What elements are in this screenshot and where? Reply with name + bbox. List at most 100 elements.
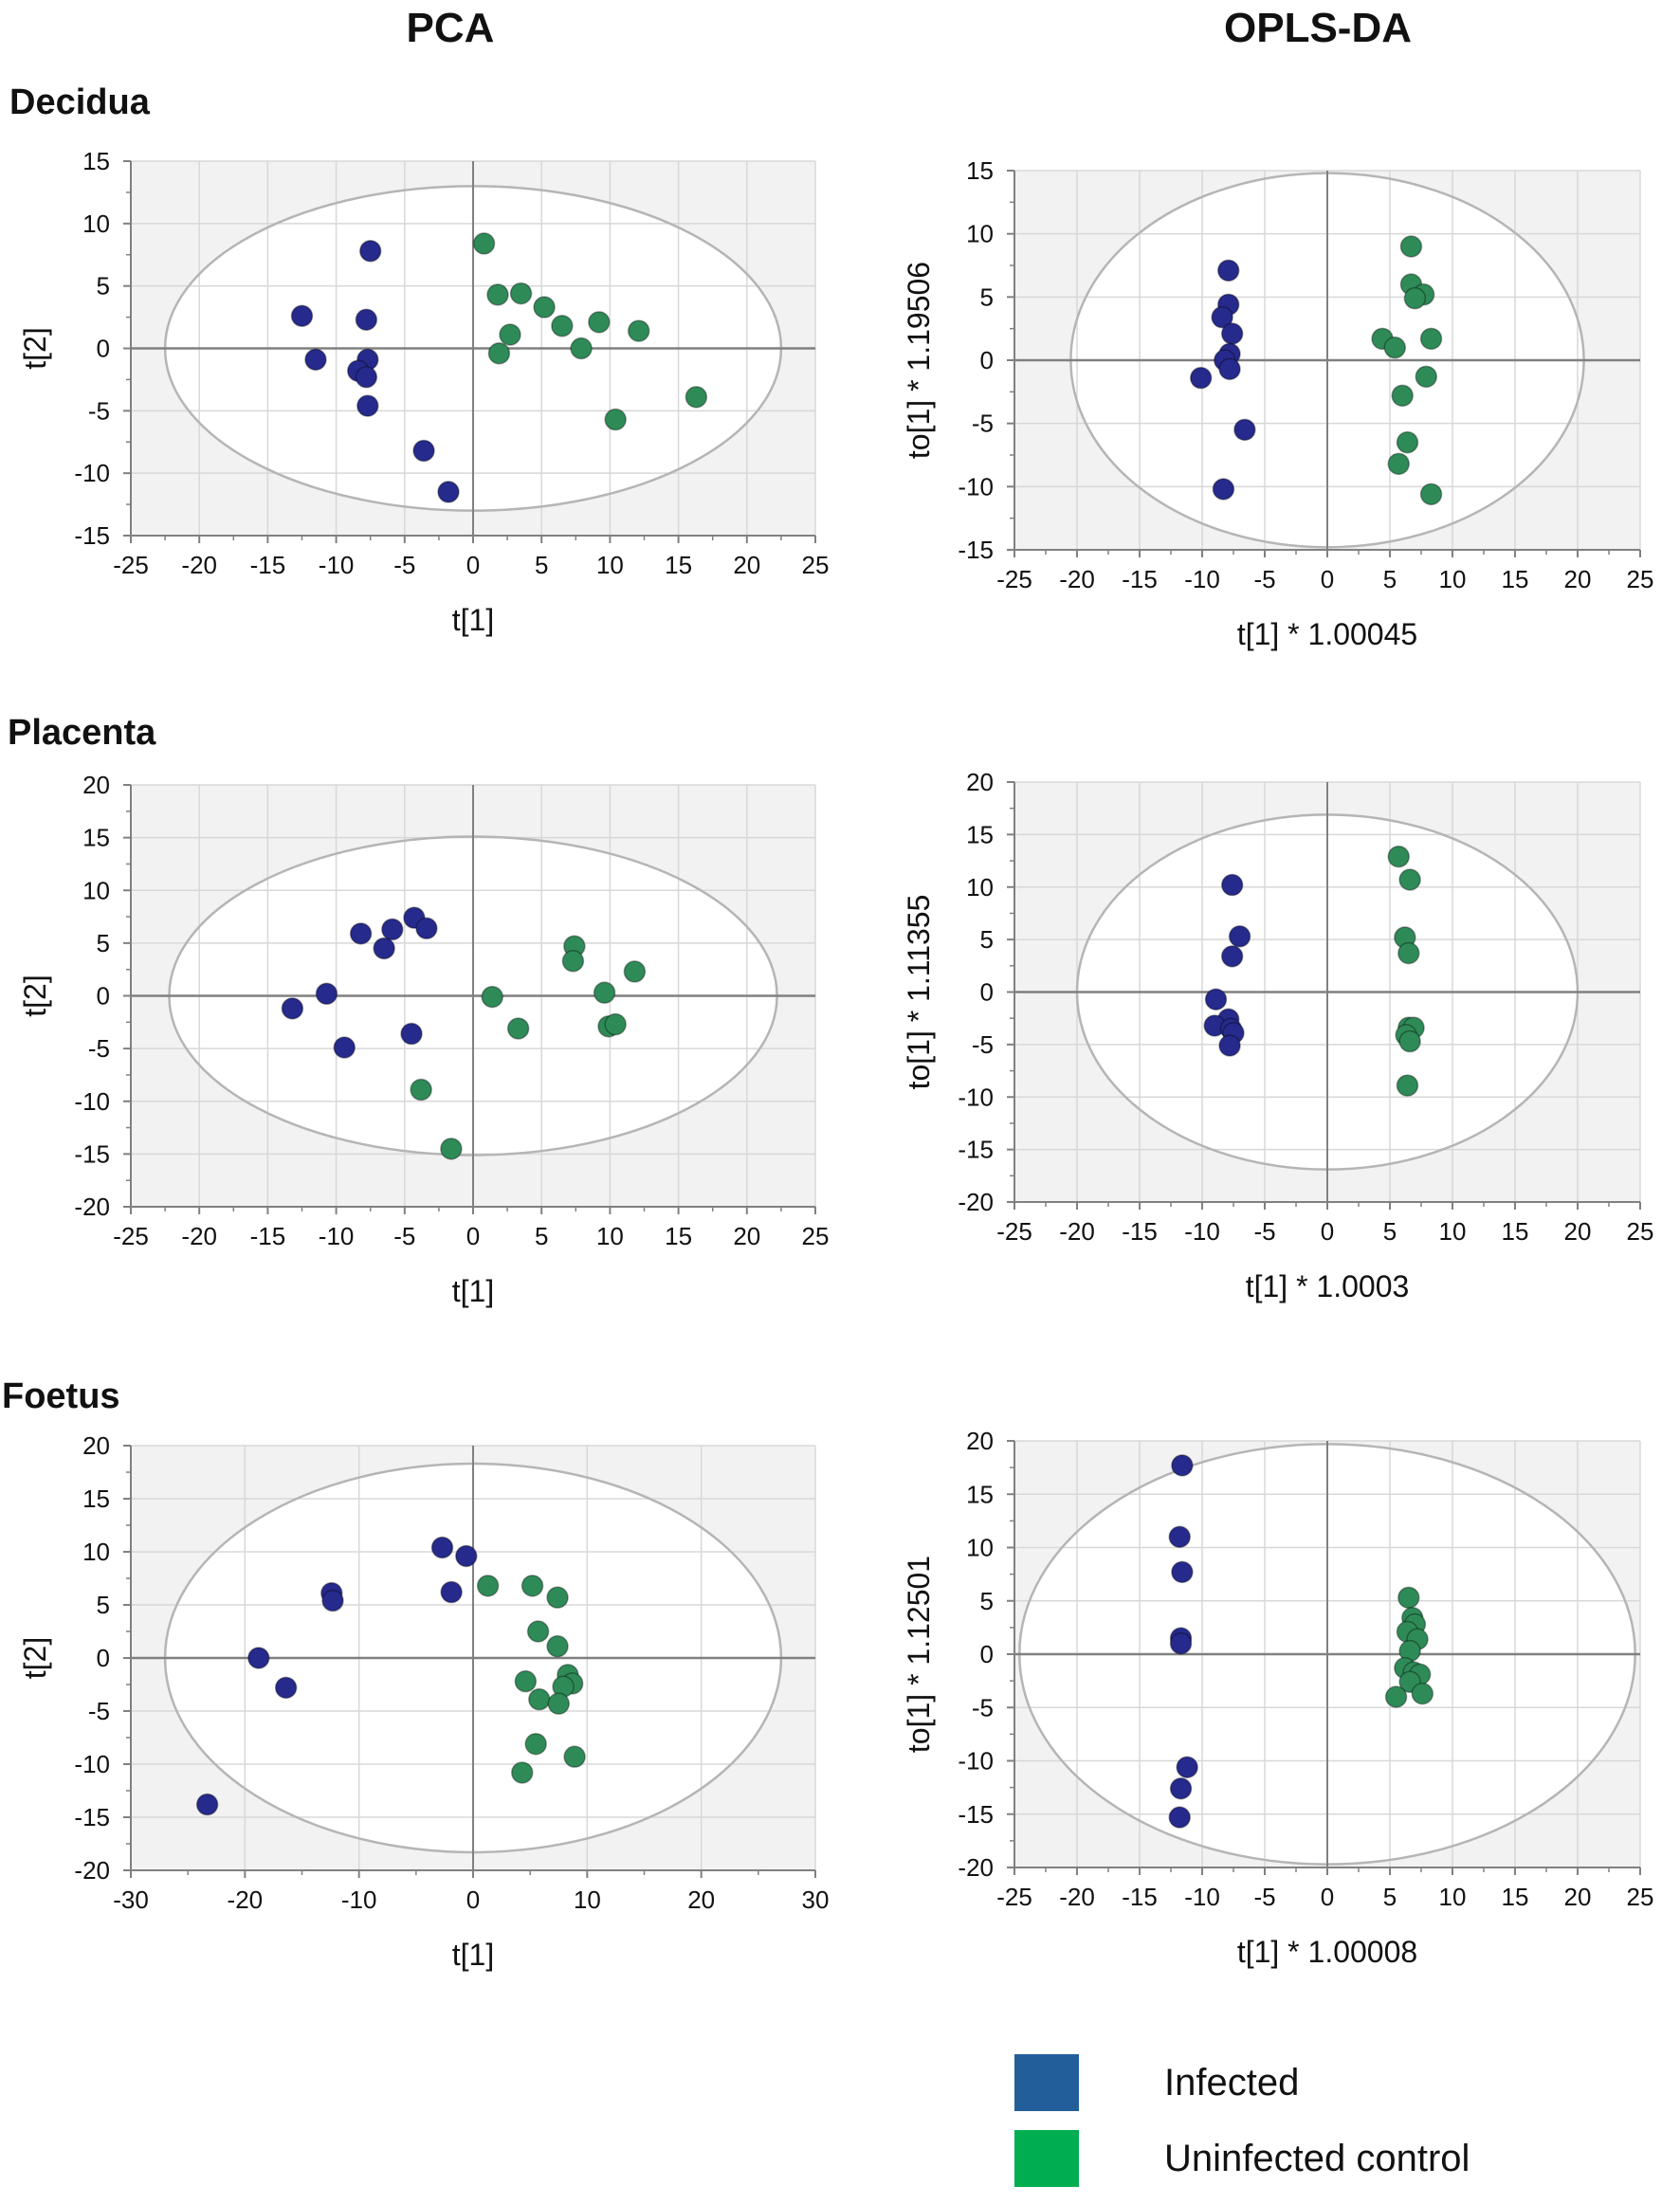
placenta-opls-x-tick-label: -5 — [1253, 1217, 1275, 1246]
foetus-opls-point-infected — [1169, 1777, 1193, 1800]
decidua-pca-x-tick-label: 0 — [466, 551, 480, 579]
placenta-pca-x-tick-label: 0 — [466, 1222, 480, 1250]
foetus-opls-x-tick-label: 15 — [1502, 1883, 1529, 1911]
decidua-opls-point-uninfected — [1391, 384, 1414, 408]
legend: Infected Uninfected control — [1014, 2052, 1470, 2204]
foetus-pca-y-tick-label: 20 — [82, 1431, 110, 1460]
decidua-pca-point-infected — [290, 304, 314, 328]
placenta-pca-point-infected — [373, 937, 395, 960]
placenta-opls-y-tick-label: 10 — [966, 873, 994, 902]
placenta-opls-y-tick-label: 5 — [980, 925, 994, 954]
row-title-placenta: Placenta — [8, 713, 156, 753]
decidua-pca-point-infected — [355, 366, 378, 389]
decidua-pca-point-uninfected — [499, 323, 521, 346]
foetus-opls-y-tick-label: 10 — [966, 1534, 994, 1562]
decidua-pca-point-uninfected — [487, 342, 511, 365]
decidua-pca-point-uninfected — [604, 408, 627, 431]
placenta-opls-x-tick-label: -25 — [996, 1217, 1032, 1246]
placenta-opls-x-tick-label: 0 — [1321, 1217, 1334, 1246]
foetus-pca-y-axis-title: t[2] — [18, 1637, 52, 1679]
foetus-opls-x-axis-title: t[1] * 1.00008 — [1237, 1935, 1417, 1969]
placenta-opls-y-axis-title: to[1] * 1.11355 — [902, 895, 936, 1090]
decidua-pca-point-uninfected — [588, 311, 611, 334]
decidua-opls-x-tick-label: -25 — [996, 565, 1032, 593]
placenta-opls-y-tick-label: 15 — [966, 820, 994, 848]
decidua-pca-y-axis-title: t[2] — [18, 327, 52, 369]
decidua-opls-y-tick-label: -5 — [972, 410, 994, 438]
placenta-pca-x-tick-label: 15 — [665, 1222, 692, 1250]
placenta-pca-x-tick-label: 25 — [802, 1222, 830, 1250]
placenta-pca-point-infected — [381, 918, 404, 941]
row-title-decidua: Decidua — [9, 82, 150, 122]
placenta-pca-y-tick-label: -10 — [74, 1087, 110, 1116]
foetus-pca-y-tick-label: 10 — [82, 1538, 110, 1566]
decidua-pca-point-uninfected — [509, 282, 533, 305]
placenta-pca-point-uninfected — [481, 985, 503, 1009]
foetus-pca-chart: -30 -20 -10 0 10 20 30-20-15-10-505101520t[1]t… — [18, 1431, 829, 1972]
decidua-opls-y-tick-label: 10 — [966, 220, 994, 248]
decidua-opls-point-infected — [1220, 322, 1244, 345]
row-title-foetus: Foetus — [2, 1376, 120, 1416]
decidua-pca-point-infected — [437, 481, 460, 503]
decidua-opls-y-tick-label: 15 — [966, 156, 994, 185]
placenta-pca-x-tick-label: 5 — [535, 1222, 548, 1250]
placenta-pca-y-tick-label: 20 — [82, 771, 110, 799]
foetus-pca-y-tick-label: 15 — [82, 1485, 110, 1513]
foetus-pca-point-uninfected — [546, 1634, 569, 1658]
decidua-opls-point-infected — [1218, 357, 1241, 381]
decidua-pca-x-tick-label: -25 — [113, 551, 149, 579]
foetus-pca-x-tick-label: 10 — [574, 1885, 601, 1914]
placenta-opls-point-uninfected — [1396, 1074, 1419, 1097]
decidua-pca-point-infected — [355, 308, 378, 331]
placenta-pca-x-tick-label: -5 — [393, 1222, 415, 1250]
decidua-pca-point-uninfected — [533, 296, 556, 319]
decidua-pca-x-tick-label: 10 — [596, 551, 624, 579]
decidua-pca-x-tick-label: -10 — [319, 551, 355, 579]
foetus-opls-y-tick-label: 0 — [980, 1640, 994, 1668]
foetus-pca-point-infected — [321, 1589, 344, 1612]
placenta-pca-y-axis-title: t[2] — [18, 974, 52, 1016]
foetus-opls-point-infected — [1168, 1525, 1191, 1548]
decidua-pca-y-tick-label: -5 — [88, 396, 110, 425]
decidua-pca-point-infected — [304, 348, 327, 372]
foetus-opls-x-tick-label: -25 — [996, 1883, 1032, 1911]
foetus-opls-y-tick-label: -15 — [958, 1800, 994, 1829]
decidua-pca-point-uninfected — [685, 386, 708, 409]
foetus-opls-point-infected — [1171, 1560, 1194, 1584]
placenta-pca-y-tick-label: -5 — [88, 1034, 110, 1063]
decidua-opls-point-infected — [1216, 259, 1240, 282]
placenta-pca-y-tick-label: 15 — [82, 824, 110, 852]
placenta-pca-point-uninfected — [561, 950, 585, 973]
foetus-opls-y-tick-label: 5 — [980, 1587, 994, 1615]
decidua-pca-x-tick-label: 15 — [665, 551, 692, 579]
placenta-pca-x-tick-label: 10 — [596, 1222, 624, 1250]
placenta-pca-y-tick-label: 5 — [97, 929, 110, 957]
placenta-opls-x-tick-label: -20 — [1059, 1217, 1095, 1246]
decidua-opls-x-axis-title: t[1] * 1.00045 — [1237, 617, 1417, 651]
foetus-pca-point-uninfected — [524, 1732, 547, 1756]
decidua-opls-x-tick-label: 0 — [1321, 565, 1334, 593]
decidua-opls-x-tick-label: 25 — [1627, 565, 1654, 593]
foetus-pca-y-tick-label: 5 — [97, 1591, 110, 1619]
foetus-opls-point-uninfected — [1397, 1586, 1420, 1610]
decidua-pca-y-tick-label: -10 — [74, 459, 110, 487]
foetus-opls-point-uninfected — [1411, 1682, 1434, 1705]
placenta-pca-x-tick-label: -15 — [250, 1222, 286, 1250]
decidua-opls-x-tick-label: 5 — [1383, 565, 1397, 593]
decidua-pca-point-infected — [356, 394, 379, 417]
placenta-opls-chart: -25 -20 -15 -10 -5 0 5 10 15 20 25-20-15-10-505101… — [902, 768, 1653, 1303]
placenta-pca-x-tick-label: -10 — [319, 1222, 355, 1250]
placenta-pca-x-axis-title: t[1] — [452, 1274, 494, 1308]
foetus-pca-point-infected — [455, 1544, 478, 1568]
placenta-opls-point-uninfected — [1398, 868, 1421, 891]
placenta-opls-x-tick-label: 5 — [1383, 1217, 1397, 1246]
foetus-pca-x-tick-label: -10 — [341, 1885, 377, 1914]
placenta-opls-y-tick-label: 0 — [980, 978, 994, 1007]
foetus-pca-y-tick-label: -20 — [74, 1856, 110, 1885]
foetus-pca-point-infected — [430, 1536, 454, 1559]
placenta-opls-point-infected — [1220, 873, 1244, 897]
foetus-pca-x-tick-label: -30 — [113, 1885, 149, 1914]
foetus-pca-y-tick-label: -15 — [74, 1803, 110, 1831]
placenta-opls-x-tick-label: 10 — [1439, 1217, 1467, 1246]
legend-item-infected: Infected — [1014, 2052, 1470, 2113]
